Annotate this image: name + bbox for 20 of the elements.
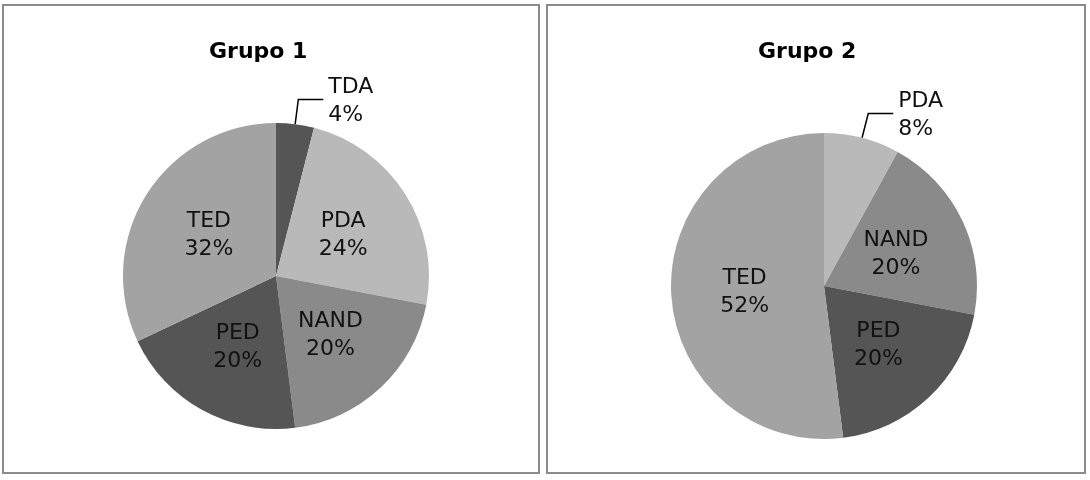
data-label: 20% [871,253,921,279]
data-label: 4% [328,100,364,126]
data-label: 24% [318,234,368,260]
slice-label: TED [185,206,232,232]
slice-label: PED [215,319,260,345]
data-label: 32% [184,234,234,260]
data-label: 8% [898,115,934,141]
slice-label: PDA [320,206,366,232]
chart-title: Grupo 2 [758,37,857,63]
chart-title: Grupo 1 [209,37,308,63]
data-label: 20% [853,345,903,371]
slice-label: PED [856,317,901,343]
slice-label: NAND [297,307,363,333]
data-label: 20% [213,347,263,373]
data-label: 20% [305,335,355,361]
slice-label: PDA [898,87,944,113]
slice-label: NAND [863,225,929,251]
slice-label: TED [721,264,767,290]
data-label: 52% [720,292,770,318]
slice-label: TDA [327,72,374,98]
